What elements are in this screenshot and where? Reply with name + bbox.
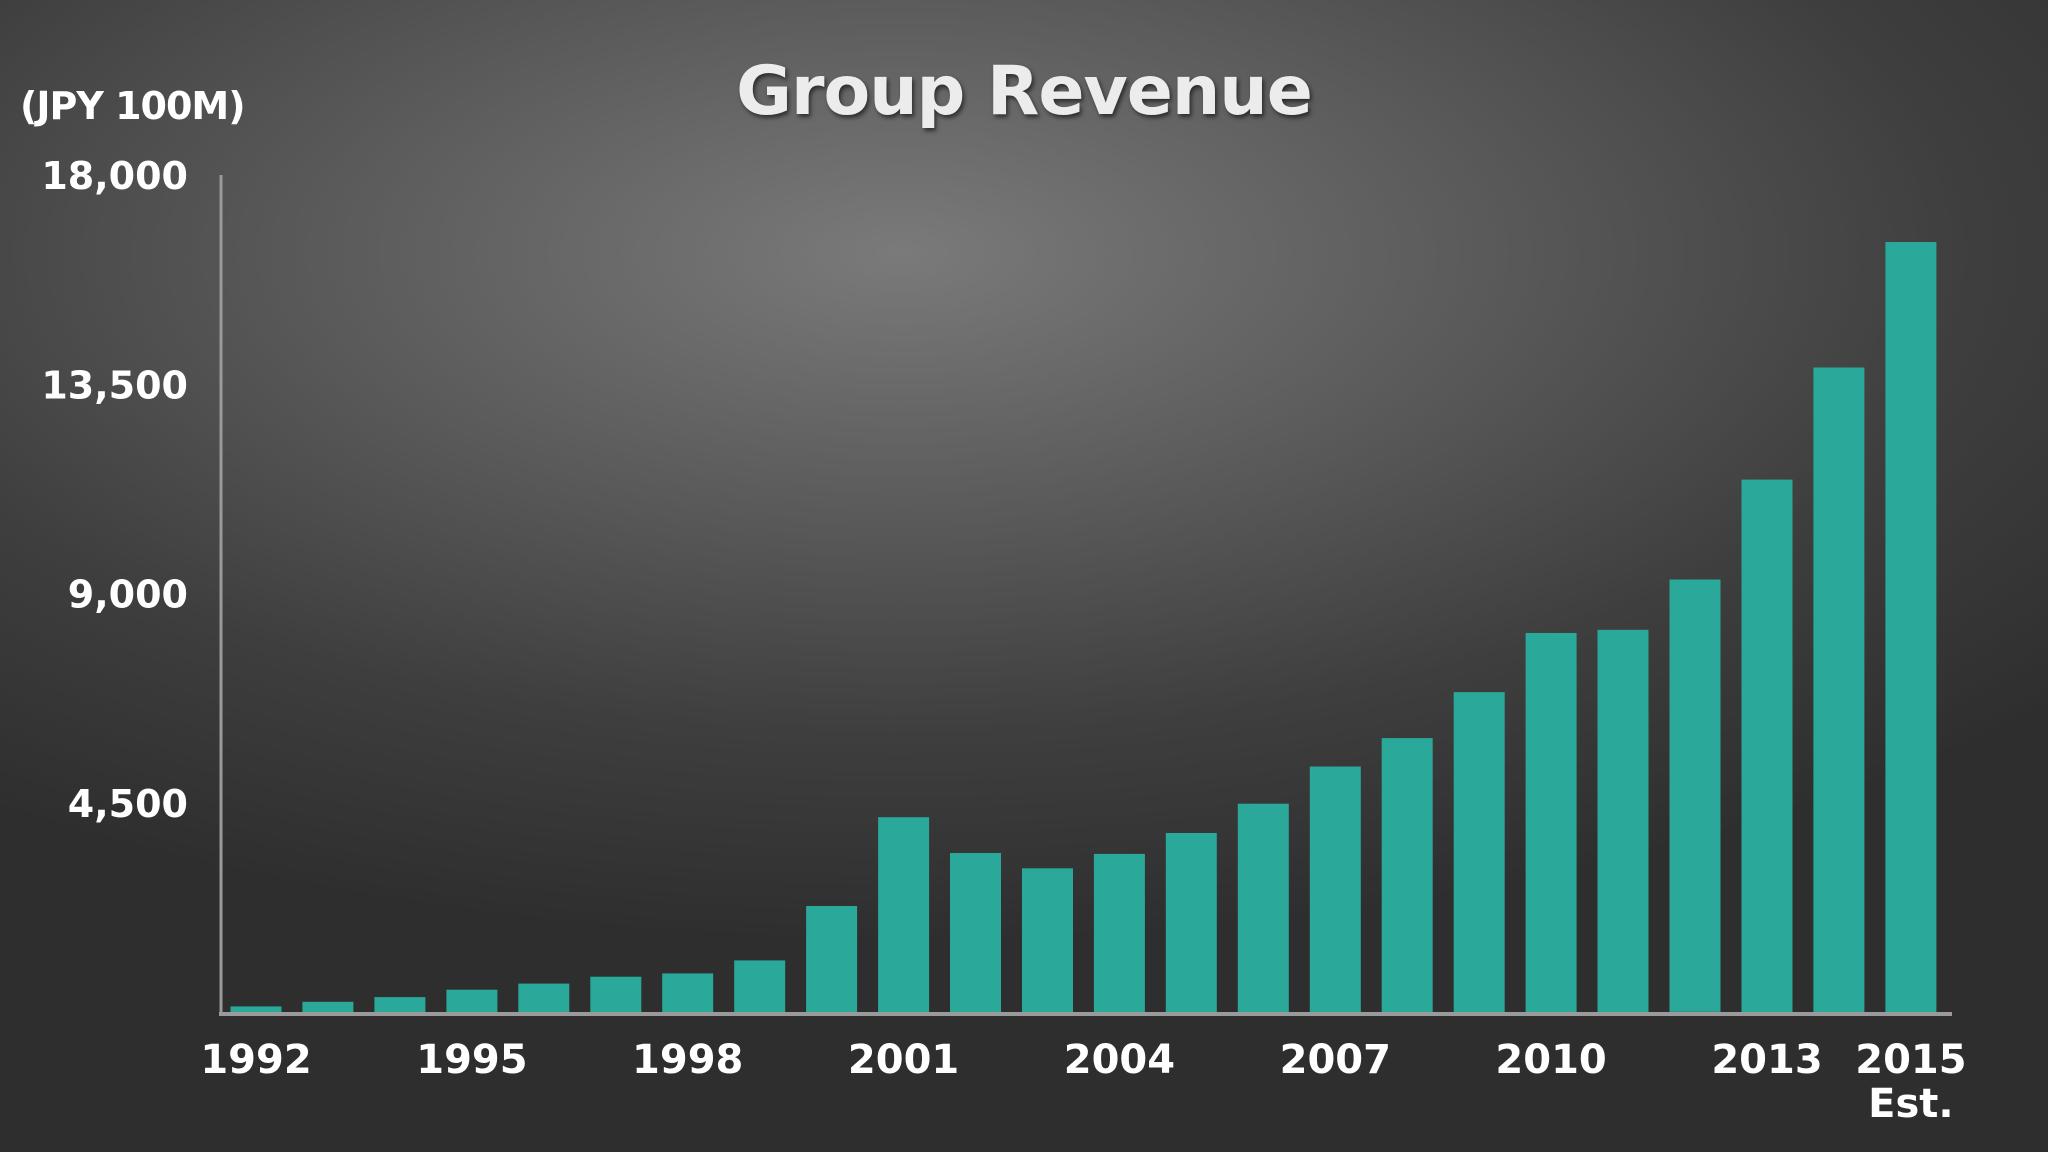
bar-1995 [446, 989, 498, 1012]
x-tick-label: 2010 [1495, 1037, 1606, 1083]
bar-2002 [950, 853, 1001, 1012]
bar-1994 [374, 997, 426, 1012]
y-tick-label: 9,000 [68, 573, 188, 617]
bar-2007 [1309, 766, 1361, 1012]
bar-1997 [590, 976, 642, 1012]
y-tick-label: 13,500 [41, 363, 188, 407]
bar-2003 [1022, 868, 1073, 1012]
y-tick-labels: 18,000 13,500 9,000 4,500 [41, 154, 188, 826]
bar-2006 [1237, 803, 1289, 1012]
x-tick-label: 2013 [1711, 1037, 1822, 1083]
bar-2015 [1885, 242, 1937, 1012]
bar-1996 [518, 983, 570, 1012]
bar-1998 [662, 973, 714, 1012]
bar-2012 [1669, 579, 1721, 1012]
bar-2011 [1597, 629, 1649, 1012]
bars-group [230, 242, 1937, 1013]
bar-2009 [1453, 692, 1505, 1012]
x-tick-label: 2007 [1280, 1037, 1391, 1083]
bar-2008 [1381, 738, 1433, 1012]
bar-2014 [1813, 367, 1865, 1012]
x-tick-sublabel: Est. [1868, 1081, 1953, 1127]
bar-2005 [1165, 833, 1217, 1012]
bar-1999 [734, 960, 786, 1012]
y-axis-unit-label: (JPY 100M) [20, 84, 246, 128]
bar-2000 [806, 906, 858, 1012]
y-tick-label: 18,000 [41, 154, 188, 198]
x-tick-label: 2004 [1064, 1037, 1175, 1083]
y-tick-label: 4,500 [68, 782, 188, 826]
bar-2010 [1525, 633, 1577, 1012]
x-tick-label: 1995 [416, 1037, 527, 1083]
chart-title: Group Revenue [736, 52, 1313, 131]
bar-1993 [302, 1001, 354, 1012]
bar-2001 [878, 817, 930, 1012]
bar-1992 [230, 1006, 282, 1012]
x-tick-label: 1992 [200, 1037, 311, 1083]
x-tick-label: 1998 [632, 1037, 743, 1083]
bar-2004 [1093, 853, 1145, 1012]
x-tick-label: 2015 [1855, 1037, 1966, 1083]
x-tick-label: 2001 [848, 1037, 959, 1083]
bar-2013 [1741, 479, 1793, 1013]
